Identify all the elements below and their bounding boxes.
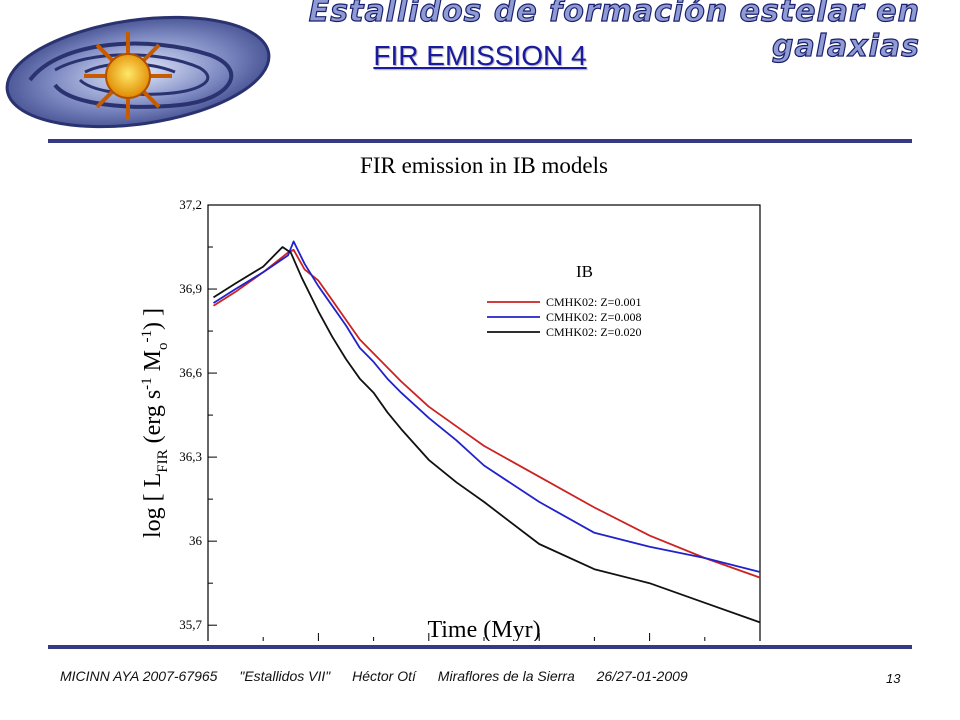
footer-author: Héctor Otí [352,668,416,684]
y-tick-label: 36,6 [179,365,202,380]
slide-title: FIR EMISSION 4 [373,40,587,71]
fir-emission-chart: FIR emission in IB models 04812162035,73… [139,153,761,641]
series-line [213,240,761,573]
legend-label: CMHK02: Z=0.008 [546,310,641,324]
footer-place: Miraflores de la Sierra [437,668,575,684]
y-tick-label: 36 [189,533,203,548]
y-tick-label: 37,2 [179,197,202,212]
legend-title: IB [576,262,593,281]
series-lines [213,240,761,624]
y-tick-label: 36,3 [179,449,202,464]
banner-title: Estallidos de formación estelar en galax… [308,0,920,65]
page-number: 13 [886,671,901,686]
chart-title: FIR emission in IB models [360,153,608,178]
footer-date: 26/27-01-2009 [596,668,688,684]
series-line [213,248,761,579]
legend-label: CMHK02: Z=0.001 [546,295,641,309]
top-divider [48,139,912,143]
legend-label: CMHK02: Z=0.020 [546,325,641,339]
footer: MICINN AYA 2007-67965 "Estallidos VII" H… [60,668,706,684]
footer-workshop: "Estallidos VII" [239,668,331,684]
galaxy-logo [5,15,271,129]
y-tick-label: 36,9 [179,281,202,296]
sun-icon [84,32,172,120]
bottom-divider [48,645,912,649]
series-line [213,246,761,624]
y-tick-label: 35,7 [179,617,202,632]
x-axis-label: Time (Myr) [427,617,540,641]
plot-frame [207,204,761,641]
y-axis-label: log [ LFIR (erg s-1 Mo-1) ] [139,308,171,538]
footer-project: MICINN AYA 2007-67965 [60,668,218,684]
